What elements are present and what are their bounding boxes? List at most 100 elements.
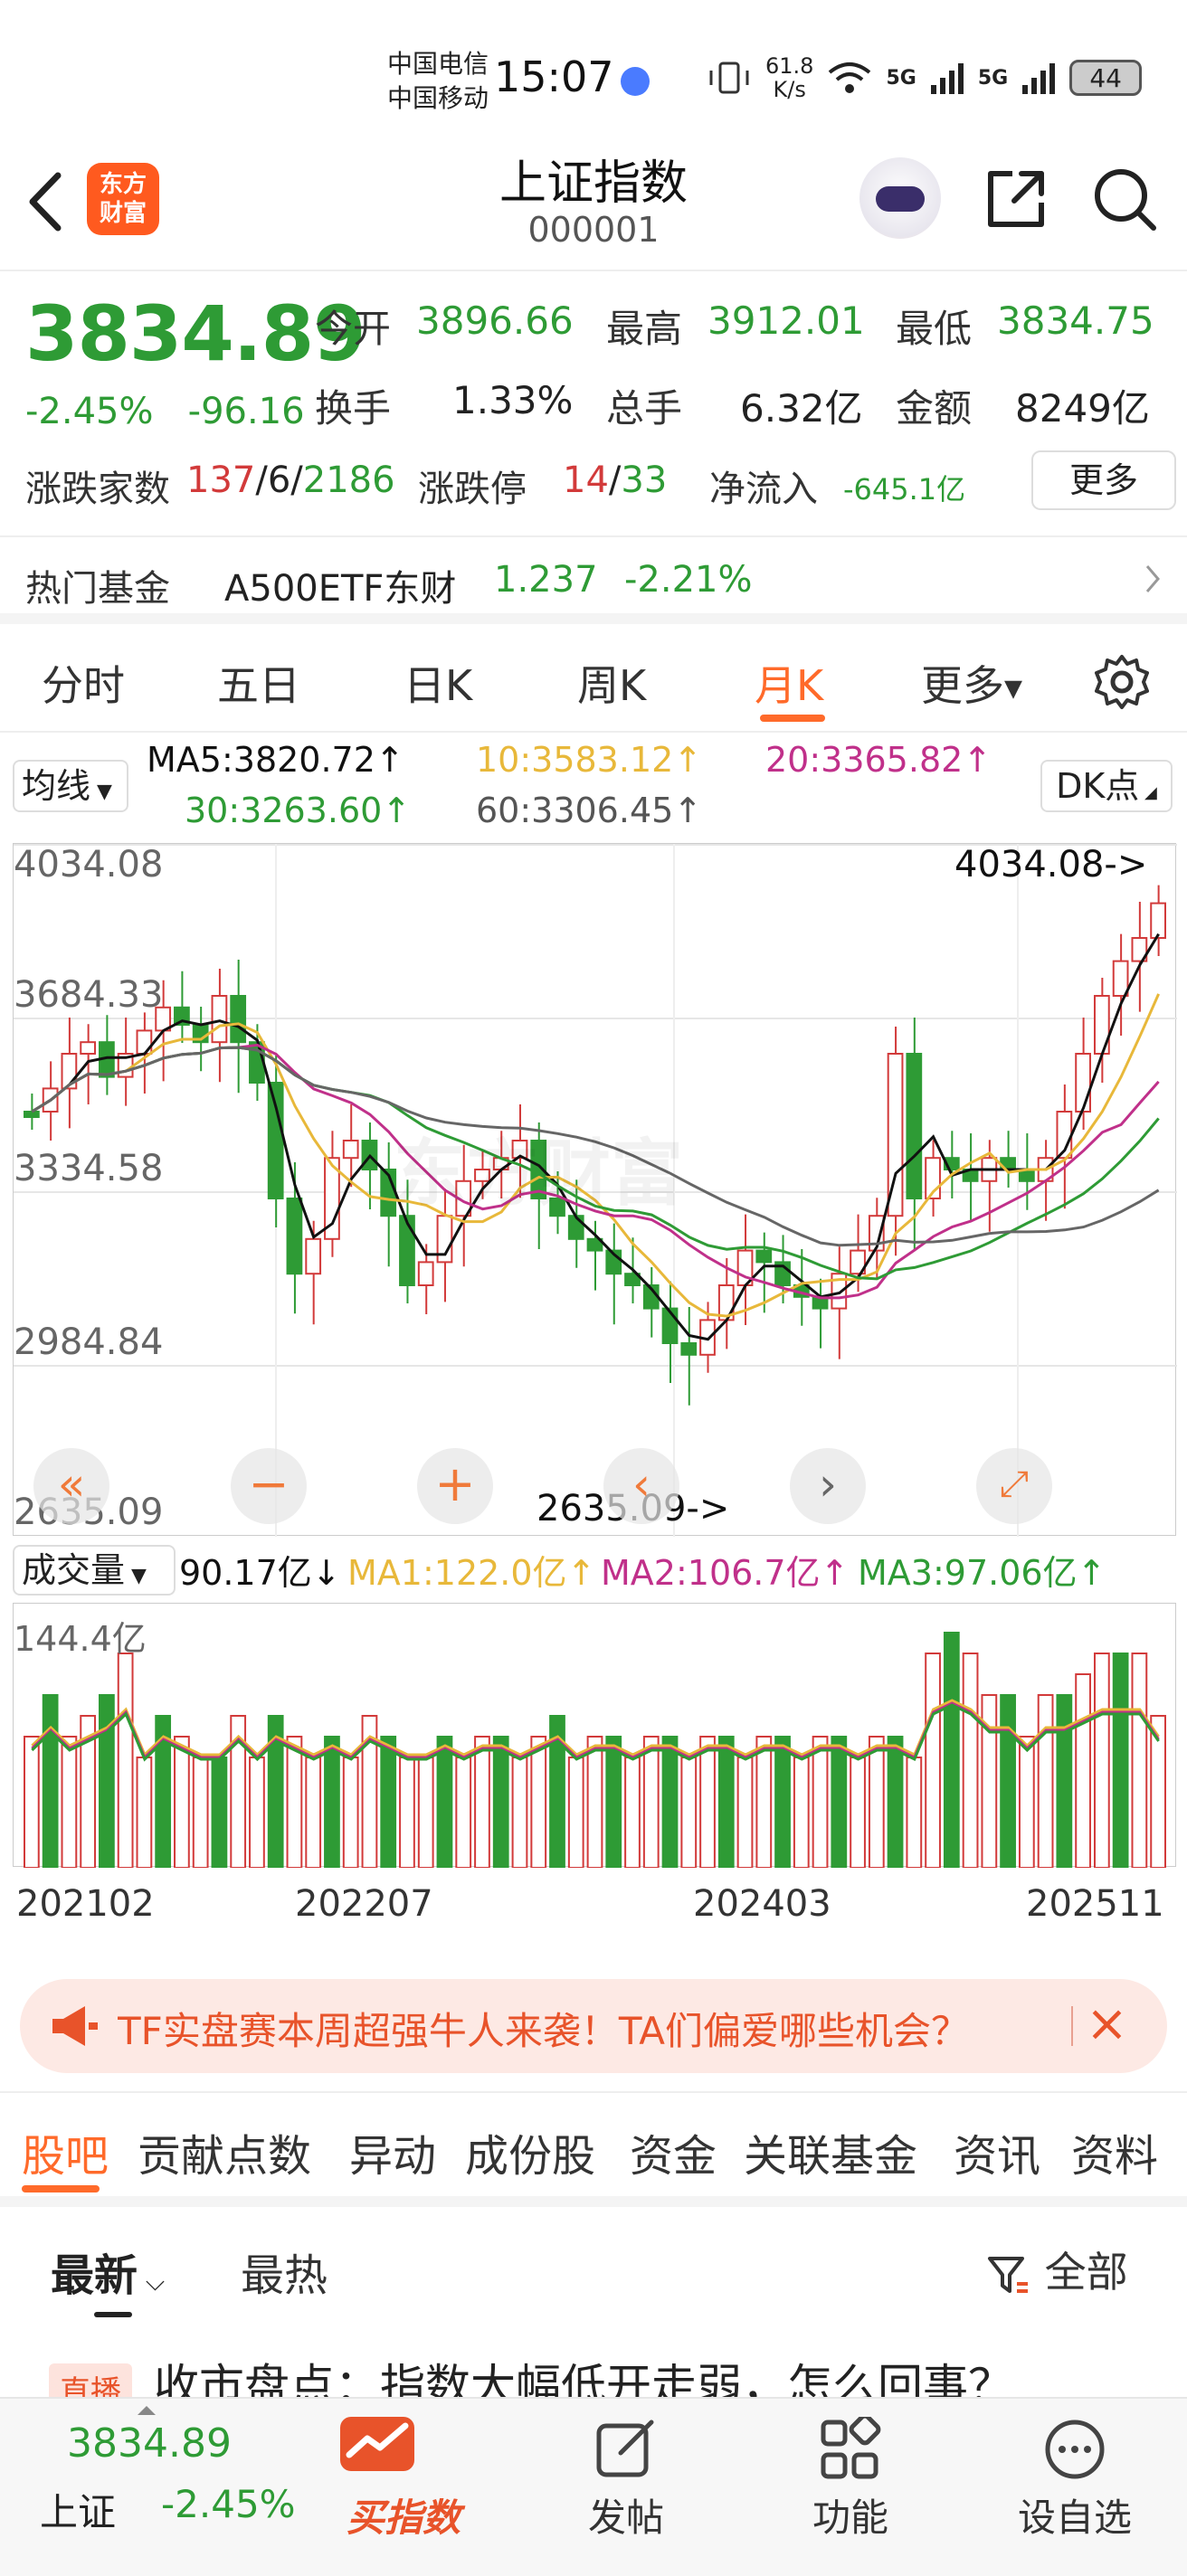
x-date-0: 202102 [16,1883,155,1925]
subtab-constituents[interactable]: 成份股 [465,2131,596,2182]
indicator-selector[interactable]: 均线 ▼ [13,760,128,812]
subtab-anomaly[interactable]: 异动 [349,2131,437,2182]
wifi-icon [829,62,871,93]
scroll-left-icon[interactable]: ‹ [603,1448,679,1524]
candle-body [474,1169,490,1182]
max-price-marker: 4034.08-> [954,844,1148,886]
megaphone-icon [52,2006,98,2046]
sort-hot[interactable]: 最热 [241,2250,328,2301]
candle-body [850,1249,866,1275]
candle-body [417,1261,434,1286]
more-dots-icon[interactable] [1042,2417,1107,2482]
mini-price[interactable]: 3834.89 [67,2420,232,2467]
hot-fund-row[interactable]: 热门基金 A500ETF东财 1.237 -2.21% [0,535,1187,624]
search-icon[interactable] [1090,165,1159,233]
volume-bar [962,1653,979,1869]
x-axis-bg [13,1867,1176,1957]
volume-bar [812,1736,829,1869]
tab-monthly-k[interactable]: 月K [755,661,824,710]
volume-bar [642,1736,660,1869]
amount-label: 金额 [896,386,973,431]
ma10-value: 10:3583.12↑ [476,740,703,780]
active-tab-indicator [760,715,825,722]
candle-body [1075,1053,1091,1113]
volume-bar [567,1757,584,1869]
kline-chart[interactable]: 4034.08 3684.33 3334.58 2984.84 2635.09 … [13,843,1177,1537]
volume-bar [211,1757,228,1869]
subtab-guba[interactable]: 股吧 [22,2131,109,2182]
tab-intraday[interactable]: 分时 [42,661,125,710]
zoom-in-icon[interactable]: + [417,1448,493,1524]
volume-bar [605,1736,622,1869]
volume-value: 6.32亿 [740,386,863,431]
share-icon[interactable] [982,165,1050,233]
carrier-1: 中国电信 [387,49,489,79]
nav-buy-index[interactable]: 买指数 [346,2496,461,2540]
volume-ma1: MA1:122.0亿↑ [347,1553,596,1593]
net-speed-value: 61.8 [765,53,814,79]
low-value: 3834.75 [997,298,1154,343]
volume-bar [906,1757,923,1869]
nav-post[interactable]: 发帖 [587,2496,664,2540]
limit-up: 14 [563,459,609,501]
buy-index-icon[interactable] [322,2413,432,2478]
status-right: 61.8 K/s 5G 5G 44 [706,53,1143,101]
volume-bar [380,1736,397,1869]
candle-body [211,995,228,1044]
close-icon[interactable]: × [1086,1994,1128,2053]
subtab-contribution[interactable]: 贡献点数 [138,2131,312,2182]
volume-bar [661,1736,679,1869]
settings-gear-icon[interactable] [1091,651,1153,713]
ma-line [31,933,1160,1341]
tab-weekly-k[interactable]: 周K [577,661,647,710]
volume-bar [736,1757,754,1869]
volume-selector[interactable]: 成交量 ▼ [13,1545,176,1596]
dk-point-button[interactable]: DK点 ◢ [1040,760,1173,812]
tab-more[interactable]: 更多▼ [921,653,1022,713]
nav-function[interactable]: 功能 [812,2496,888,2540]
volume-bar [925,1653,941,1869]
limit-label: 涨跌停 [418,469,527,510]
candle-body [80,1041,97,1055]
subtab-funds-flow[interactable]: 资金 [630,2131,717,2182]
chevron-right-icon [1145,565,1160,592]
edit-post-icon[interactable] [594,2417,659,2482]
subtab-profile[interactable]: 资料 [1071,2131,1159,2182]
ad-banner[interactable]: TF实盘赛本周超强牛人来袭！TA们偏爱哪些机会？ × [20,1979,1167,2073]
subtab-related-funds[interactable]: 关联基金 [744,2131,918,2182]
tab-daily-k[interactable]: 日K [404,661,473,710]
dropdown-caret-icon: ▼ [1004,675,1022,703]
volume-chart[interactable]: 144.4亿 [13,1603,1176,1869]
scroll-right-icon[interactable]: › [790,1448,866,1524]
subtab-news[interactable]: 资讯 [954,2131,1041,2182]
volume-bar [624,1757,641,1869]
ma60-value: 60:3306.45↑ [476,791,703,830]
ma20-value: 20:3365.82↑ [765,740,992,780]
fullscreen-icon[interactable]: ⤢ [976,1448,1052,1524]
candle-body [906,1053,923,1199]
filter-button[interactable]: 全部 [986,2240,1128,2299]
more-button[interactable]: 更多 [1031,450,1176,510]
scroll-left-fast-icon[interactable]: « [33,1448,109,1524]
ma-line [31,1046,1160,1247]
app-logo[interactable]: 东方 财富 [87,163,159,235]
tab-5day[interactable]: 五日 [217,661,300,710]
volume-bar [455,1757,472,1869]
dropdown-caret-icon: ▼ [125,1565,147,1587]
function-grid-icon[interactable] [818,2417,883,2482]
sort-latest[interactable]: 最新 ⌵ [51,2240,165,2303]
updown-counts: 137/6/2186 [186,459,395,501]
ai-assistant-icon[interactable] [859,157,941,239]
mini-change: -2.45% [161,2482,296,2526]
fund-price: 1.237 [494,559,598,601]
zoom-out-icon[interactable]: − [231,1448,307,1524]
back-arrow-icon[interactable] [27,170,63,233]
app-notification-icon [621,67,650,96]
change-percent: -2.45% [25,391,154,432]
volume-bar [305,1757,322,1869]
volume-bar [717,1736,735,1869]
volume-ma2: MA2:106.7亿↑ [601,1553,850,1593]
ad-text: TF实盘赛本周超强牛人来袭！TA们偏爱哪些机会？ [118,2009,969,2053]
volume-bar [1131,1653,1148,1869]
nav-watchlist[interactable]: 设自选 [1017,2496,1132,2540]
